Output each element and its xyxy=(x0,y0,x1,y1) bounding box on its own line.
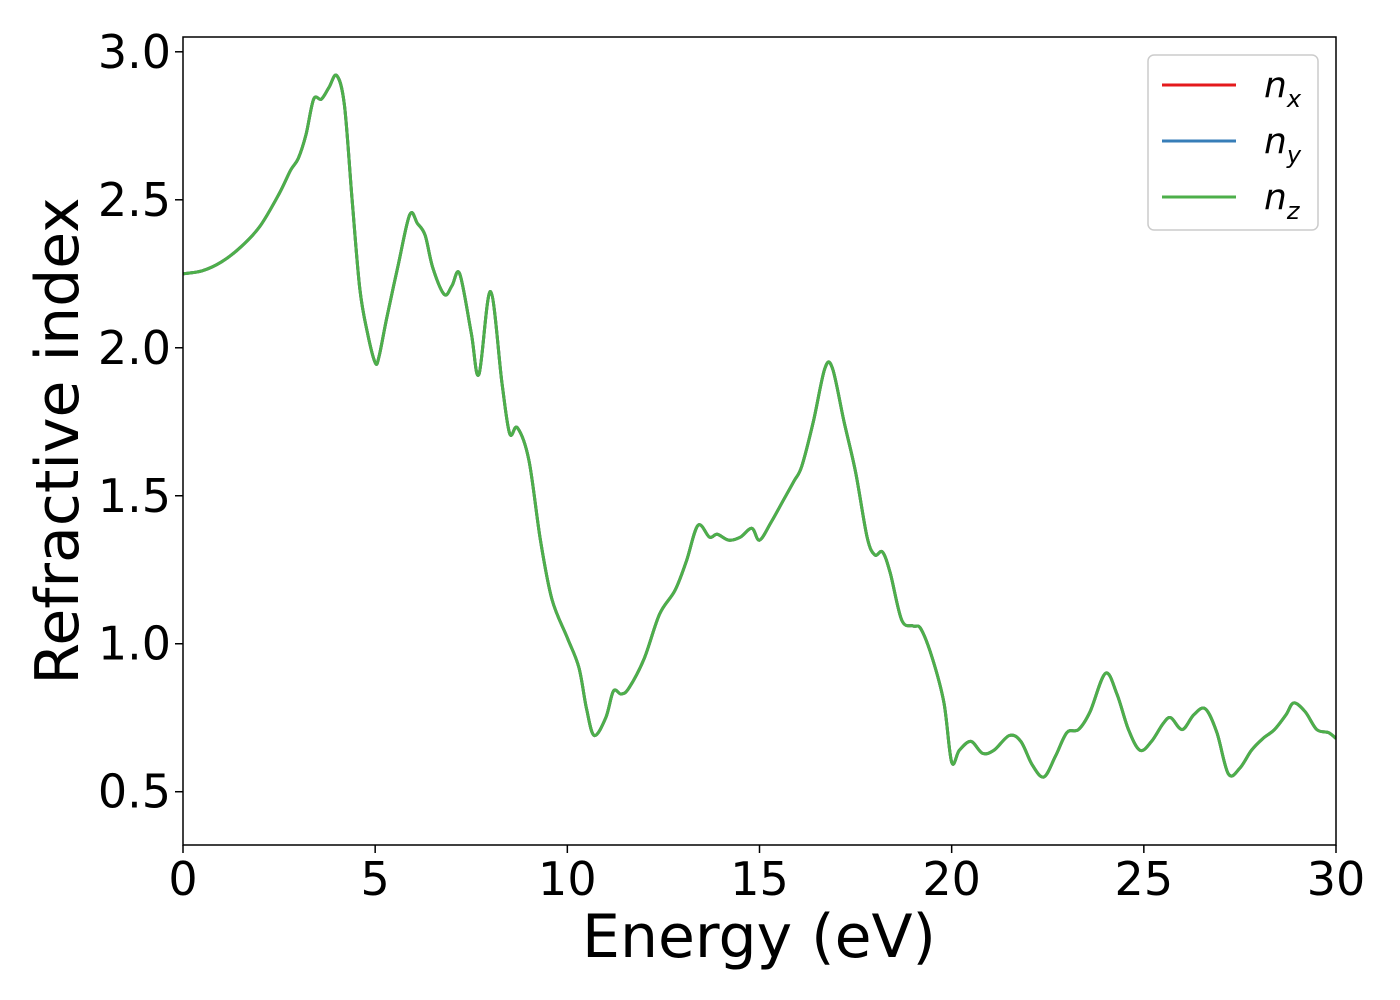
x-tick-label: 25 xyxy=(1115,852,1174,906)
y-axis-ticks: 0.5 1.0 1.5 2.0 2.5 3.0 xyxy=(98,25,183,819)
series-line-n-z xyxy=(183,73,1336,779)
legend-subscript: x xyxy=(1286,85,1302,113)
legend-symbol: n xyxy=(1264,65,1287,106)
x-tick-label: 20 xyxy=(922,852,981,906)
legend-label-n-x: nx xyxy=(1264,65,1302,113)
y-tick-label: 2.5 xyxy=(98,173,171,227)
y-tick-label: 0.5 xyxy=(98,765,171,819)
legend-symbol: n xyxy=(1264,121,1287,162)
y-tick-label: 2.0 xyxy=(98,321,171,375)
series-layer xyxy=(183,73,1336,779)
legend-subscript: y xyxy=(1286,141,1302,169)
y-tick-label: 1.0 xyxy=(98,617,171,671)
x-axis-label: Energy (eV) xyxy=(582,902,936,972)
legend-symbol: n xyxy=(1264,177,1287,218)
x-tick-label: 30 xyxy=(1307,852,1366,906)
x-tick-label: 15 xyxy=(730,852,789,906)
x-axis-ticks: 0 5 10 15 20 25 30 xyxy=(168,845,1365,906)
x-tick-label: 5 xyxy=(361,852,390,906)
legend-label-n-y: ny xyxy=(1264,121,1302,169)
y-tick-label: 1.5 xyxy=(98,469,171,523)
y-axis-label: Refractive index xyxy=(23,197,93,684)
y-tick-label: 3.0 xyxy=(98,25,171,79)
x-tick-label: 0 xyxy=(168,852,197,906)
plot-background xyxy=(183,37,1336,845)
legend-subscript: z xyxy=(1286,197,1301,225)
legend-label-n-z: nz xyxy=(1264,177,1301,225)
x-tick-label: 10 xyxy=(538,852,597,906)
